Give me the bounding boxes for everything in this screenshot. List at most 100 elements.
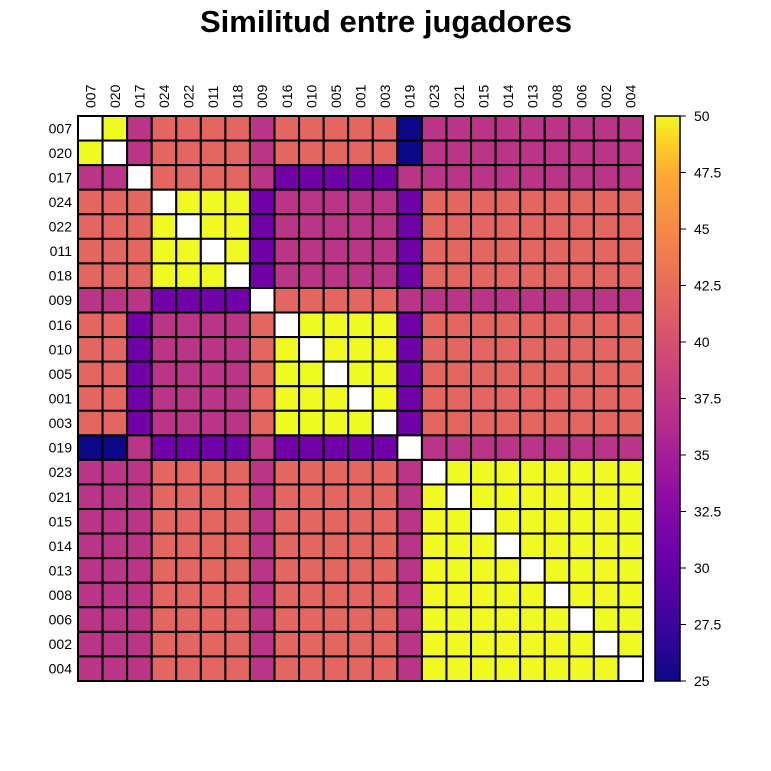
heatmap-cell-018-011 — [199, 262, 227, 289]
heatmap-cell-021-022 — [175, 483, 202, 511]
heatmap-cell-014-010 — [298, 532, 325, 560]
heatmap-cell-015-010 — [298, 508, 325, 535]
heatmap-cell-002-024 — [150, 630, 178, 658]
heatmap-cell-005-011 — [199, 360, 227, 388]
heatmap-cell-011-010 — [298, 237, 325, 265]
heatmap-cell-005-008 — [543, 360, 571, 388]
heatmap-cell-009-006 — [568, 286, 595, 314]
heatmap-cell-022-014 — [494, 213, 522, 240]
row-label-024: 024 — [49, 194, 73, 210]
heatmap-cell-007-018 — [224, 115, 251, 142]
heatmap-cell-001-024 — [150, 385, 178, 412]
heatmap-cell-017-007 — [77, 164, 104, 191]
heatmap-cell-023-008 — [543, 458, 571, 486]
heatmap-cell-009-016 — [273, 286, 301, 314]
heatmap-cell-019-013 — [519, 434, 546, 461]
heatmap-cell-009-005 — [322, 286, 350, 314]
heatmap-cell-008-004 — [617, 581, 644, 609]
heatmap-cell-005-007 — [77, 360, 104, 388]
heatmap-cell-018-008 — [543, 262, 571, 289]
heatmap-cell-017-023 — [420, 164, 448, 191]
heatmap-cell-017-011 — [199, 164, 227, 191]
heatmap-cell-010-014 — [494, 336, 522, 363]
heatmap-cell-003-013 — [519, 409, 546, 437]
row-label-015: 015 — [49, 513, 73, 529]
column-label-019: 019 — [402, 84, 418, 108]
heatmap-cell-006-011 — [199, 606, 227, 633]
heatmap-cell-007-001 — [347, 115, 374, 142]
heatmap-cell-002-009 — [248, 630, 276, 658]
heatmap-cell-002-023 — [420, 630, 448, 658]
heatmap-cell-006-015 — [470, 606, 497, 633]
heatmap-cell-011-023 — [420, 237, 448, 265]
row-label-001: 001 — [49, 391, 73, 407]
heatmap-cell-011-022 — [175, 237, 202, 265]
colorbar-tick-label-25: 25 — [694, 673, 710, 689]
heatmap-cell-013-006 — [568, 557, 595, 584]
heatmap-cell-006-019 — [396, 606, 423, 633]
heatmap-cell-020-023 — [420, 139, 448, 167]
row-label-018: 018 — [49, 268, 73, 284]
heatmap-cell-024-008 — [543, 188, 571, 216]
column-label-018: 018 — [230, 84, 246, 108]
heatmap-cell-024-006 — [568, 188, 595, 216]
heatmap-cell-022-015 — [470, 213, 497, 240]
heatmap-cell-021-005 — [322, 483, 350, 511]
heatmap-cell-015-004 — [617, 508, 644, 535]
heatmap-cell-010-015 — [470, 336, 497, 363]
heatmap-cell-018-010 — [298, 262, 325, 289]
heatmap-cell-022-007 — [77, 213, 104, 240]
heatmap-cell-003-024 — [150, 409, 178, 437]
heatmap-cell-022-002 — [592, 213, 620, 240]
heatmap-cell-010-003 — [371, 336, 399, 363]
row-label-014: 014 — [49, 538, 73, 554]
heatmap-cell-023-005 — [322, 458, 350, 486]
heatmap-cell-023-021 — [445, 458, 473, 486]
heatmap-cell-006-024 — [150, 606, 178, 633]
heatmap-cell-017-024 — [150, 164, 178, 191]
heatmap-cell-005-024 — [150, 360, 178, 388]
heatmap-cell-002-002 — [592, 630, 620, 658]
heatmap-cell-019-008 — [543, 434, 571, 461]
heatmap-cell-016-014 — [494, 311, 522, 339]
heatmap-cell-015-006 — [568, 508, 595, 535]
heatmap-cell-007-013 — [519, 115, 546, 142]
heatmap-cell-006-017 — [126, 606, 153, 633]
heatmap-cell-019-007 — [77, 434, 104, 461]
heatmap-cells — [77, 115, 644, 682]
heatmap-cell-022-016 — [273, 213, 301, 240]
heatmap-cell-018-001 — [347, 262, 374, 289]
heatmap-cell-011-019 — [396, 237, 423, 265]
heatmap-cell-021-006 — [568, 483, 595, 511]
heatmap-cell-019-015 — [470, 434, 497, 461]
heatmap-cell-020-019 — [396, 139, 423, 167]
heatmap-cell-023-003 — [371, 458, 399, 486]
heatmap-cell-016-024 — [150, 311, 178, 339]
heatmap-cell-021-009 — [248, 483, 276, 511]
column-label-021: 021 — [451, 84, 467, 108]
heatmap-cell-004-002 — [592, 655, 620, 682]
heatmap-cell-005-023 — [420, 360, 448, 388]
column-label-023: 023 — [426, 84, 442, 108]
heatmap-cell-009-014 — [494, 286, 522, 314]
heatmap-cell-024-011 — [199, 188, 227, 216]
heatmap-cell-024-018 — [224, 188, 251, 216]
heatmap-cell-001-019 — [396, 385, 423, 412]
heatmap-cell-002-017 — [126, 630, 153, 658]
heatmap-cell-016-006 — [568, 311, 595, 339]
heatmap-cell-005-020 — [101, 360, 129, 388]
heatmap-cell-009-021 — [445, 286, 473, 314]
heatmap-cell-004-022 — [175, 655, 202, 682]
heatmap-cell-023-013 — [519, 458, 546, 486]
heatmap-cell-020-005 — [322, 139, 350, 167]
heatmap-cell-008-016 — [273, 581, 301, 609]
heatmap-cell-005-017 — [126, 360, 153, 388]
heatmap-cell-009-013 — [519, 286, 546, 314]
heatmap-cell-015-002 — [592, 508, 620, 535]
heatmap-cell-005-006 — [568, 360, 595, 388]
heatmap-cell-004-004 — [617, 655, 644, 682]
colorbar-ticks: 25 27.5 30 32.5 35 37.5 40 42.5 45 47.5 50 — [680, 108, 721, 689]
heatmap-cell-020-017 — [126, 139, 153, 167]
heatmap-cell-016-015 — [470, 311, 497, 339]
heatmap-cell-004-016 — [273, 655, 301, 682]
